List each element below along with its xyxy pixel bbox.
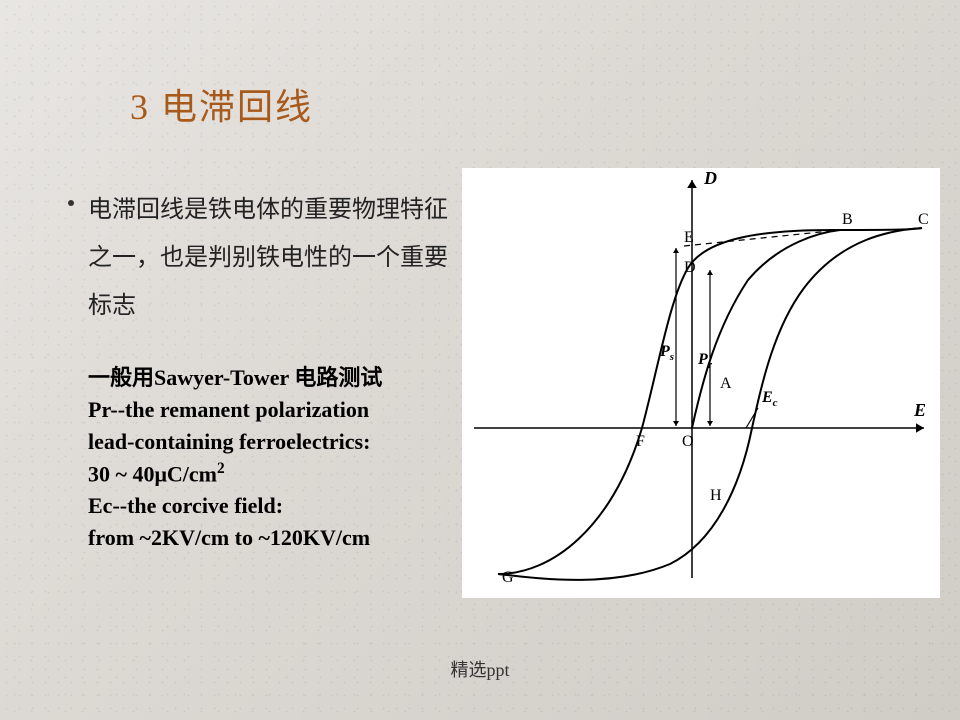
notes-block: 一般用Sawyer-Tower 电路测试 Pr--the remanent po…	[88, 362, 458, 554]
svg-text:A: A	[720, 375, 732, 392]
slide-title: 3 电滞回线	[130, 78, 313, 130]
notes-line-2: Pr--the remanent polarization	[88, 394, 458, 426]
notes-line-5: Ec--the corcive field:	[88, 490, 458, 522]
svg-text:E: E	[684, 229, 694, 246]
svg-text:B: B	[842, 211, 853, 228]
svg-text:O: O	[682, 433, 694, 450]
svg-text:G: G	[502, 569, 514, 586]
footer-text: 精选ppt	[0, 656, 960, 682]
bullet-dot-icon	[68, 200, 74, 206]
notes-line-3: lead-containing ferroelectrics:	[88, 426, 458, 458]
bullet-block: 电滞回线是铁电体的重要物理特征之一，也是判别铁电性的一个重要标志	[88, 186, 448, 330]
svg-text:E: E	[913, 400, 926, 420]
title-number: 3	[130, 87, 150, 127]
bullet-text: 电滞回线是铁电体的重要物理特征之一，也是判别铁电性的一个重要标志	[88, 197, 448, 319]
hysteresis-diagram: EDCBEDAFOHGPsPrEc	[462, 168, 940, 598]
title-text: 电滞回线	[161, 87, 313, 127]
svg-text:D: D	[684, 259, 696, 276]
svg-text:F: F	[636, 433, 645, 450]
notes-line-1: 一般用Sawyer-Tower 电路测试	[88, 362, 458, 394]
notes-line-6: from ~2KV/cm to ~120KV/cm	[88, 522, 458, 554]
svg-text:C: C	[918, 211, 929, 228]
svg-text:H: H	[710, 487, 722, 504]
notes-line-4: 30 ~ 40μC/cm2	[88, 458, 458, 490]
svg-text:D: D	[703, 168, 717, 188]
